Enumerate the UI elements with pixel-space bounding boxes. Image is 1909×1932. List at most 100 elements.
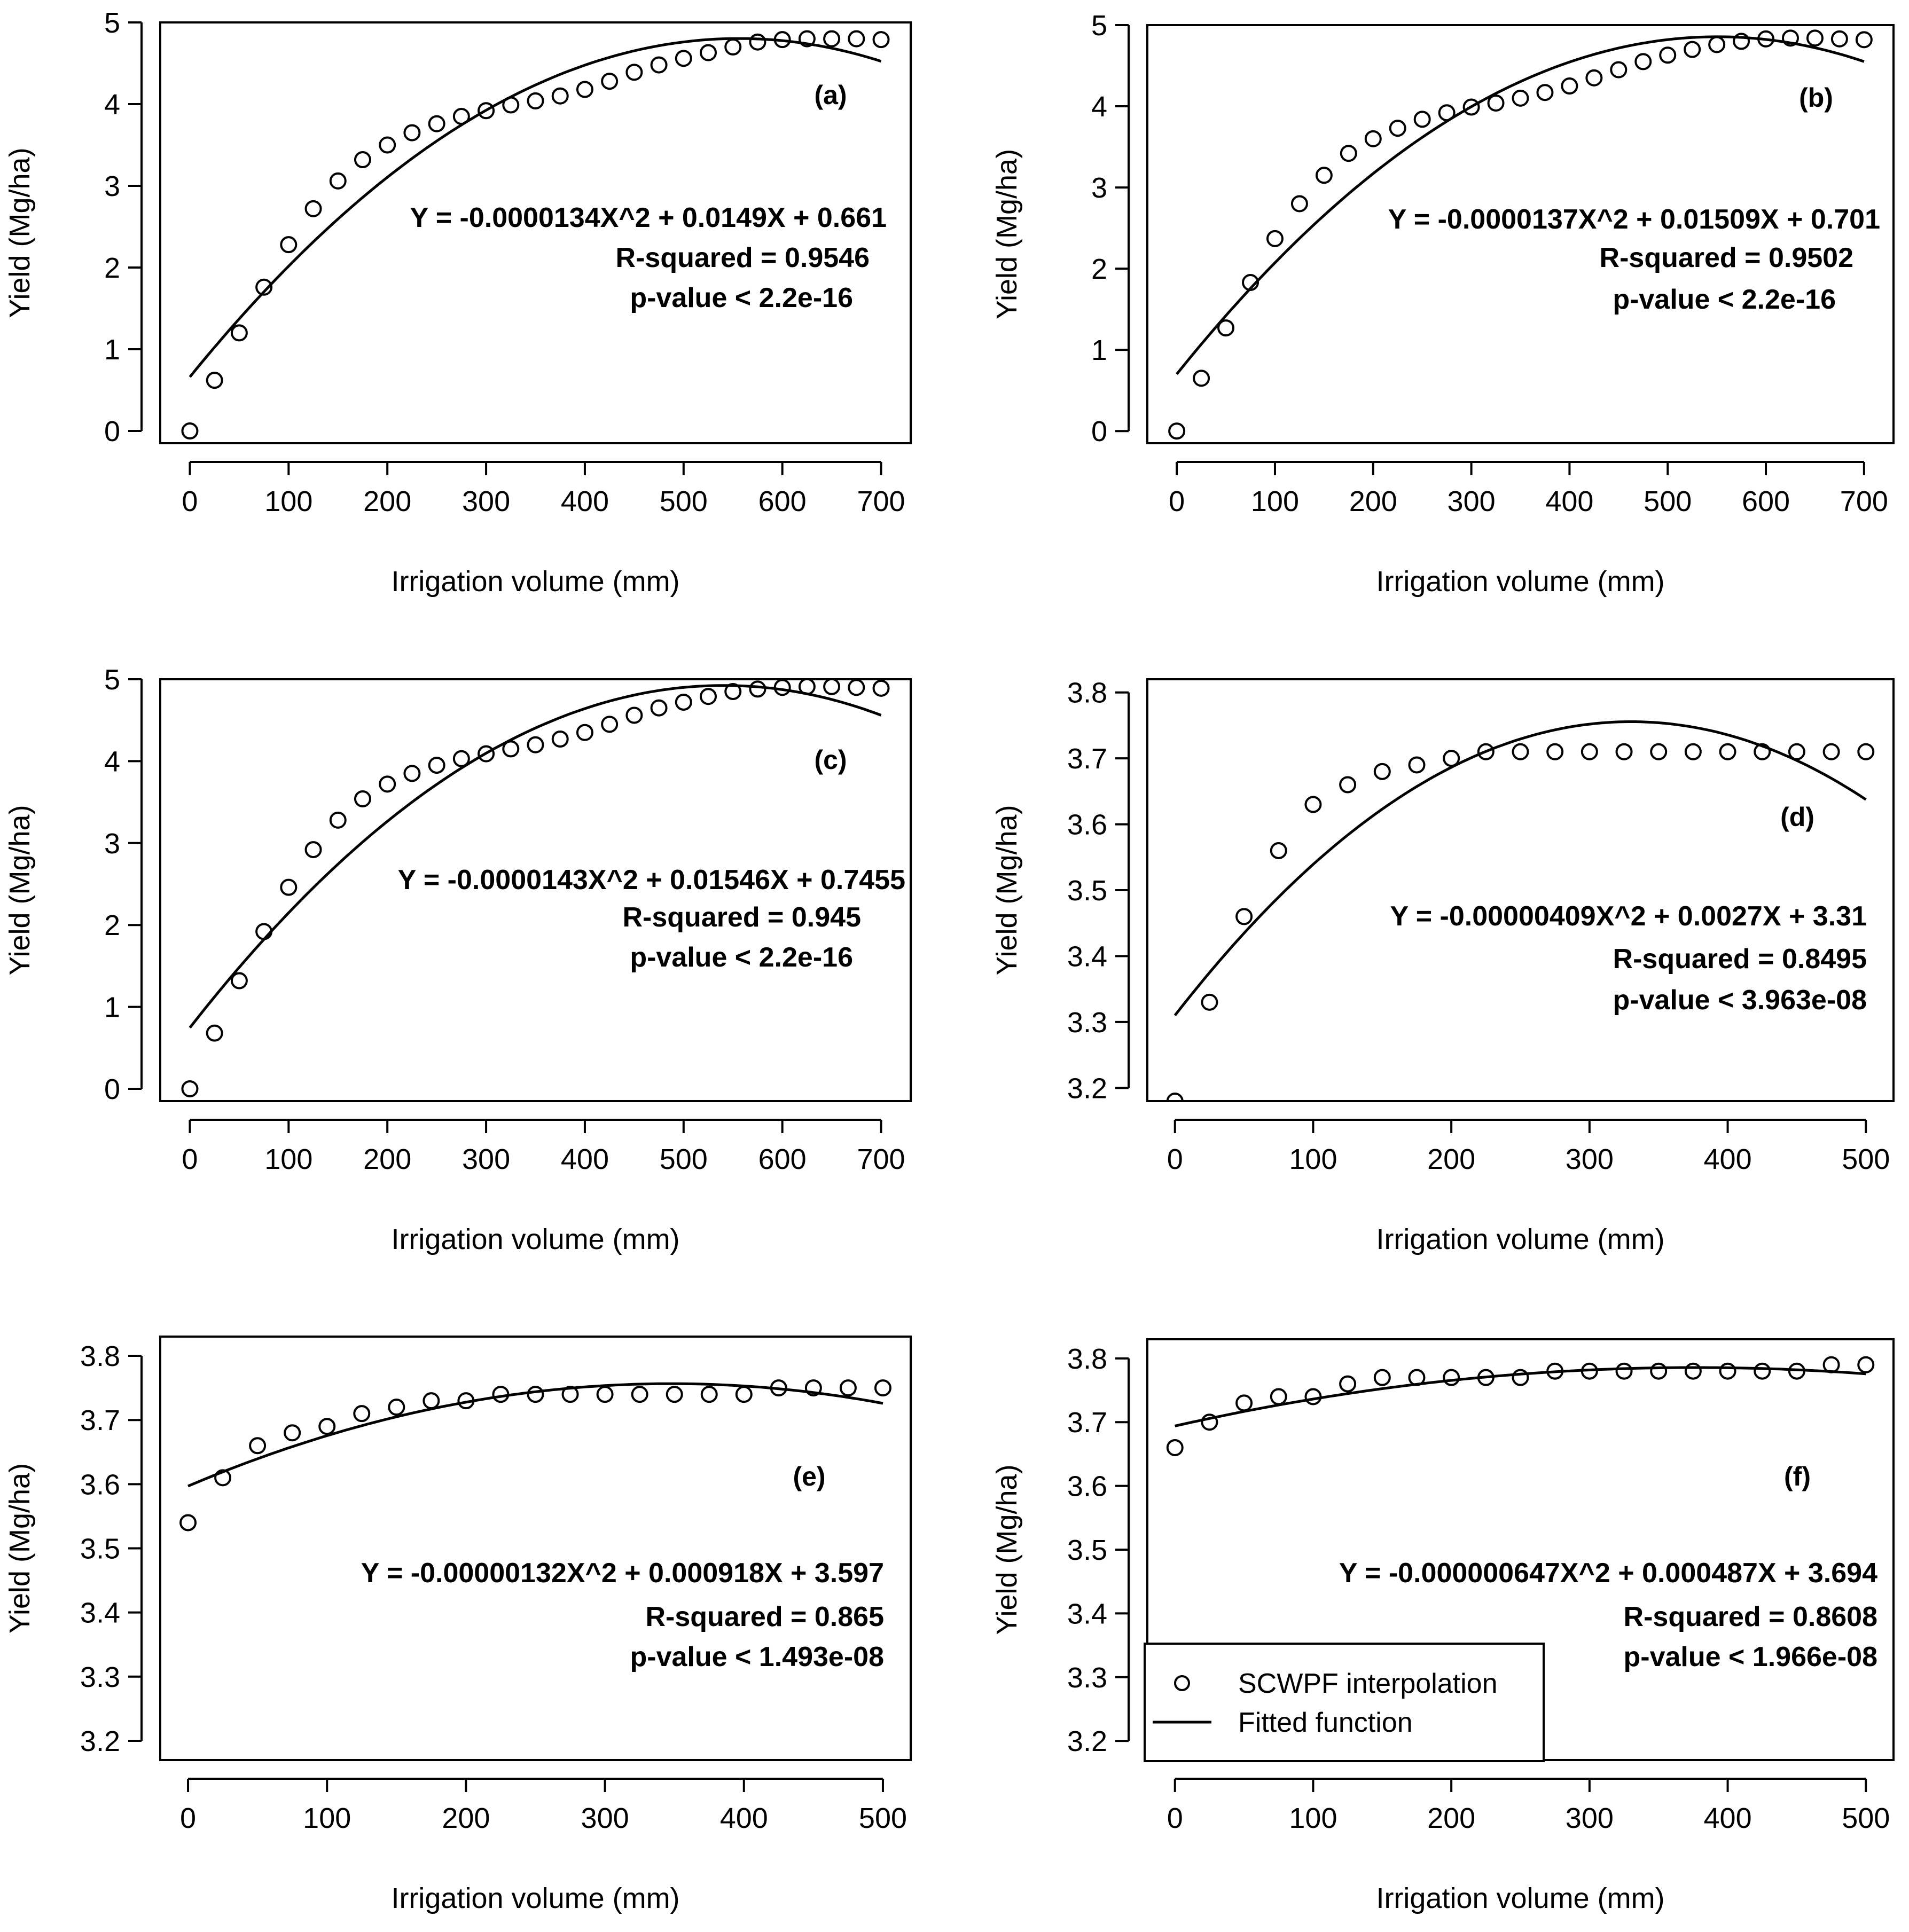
fitted-function-line	[1173, 720, 1867, 1017]
scwpf-point	[576, 81, 593, 98]
scwpf-point	[206, 372, 223, 389]
scwpf-point	[848, 30, 865, 48]
r-squared-text: R-squared = 0.9546	[616, 242, 870, 273]
scwpf-point	[749, 680, 766, 698]
scwpf-point	[1339, 1375, 1357, 1393]
scwpf-point	[1806, 29, 1824, 47]
scwpf-point	[1610, 61, 1628, 78]
y-tick-label: 3.3	[1067, 1007, 1107, 1039]
scwpf-point	[1340, 145, 1357, 162]
x-tick-label: 700	[857, 1143, 905, 1175]
y-tick-label: 3.5	[80, 1533, 120, 1565]
chart-panel-a: 0 100 200 300 400 500 600 700 Irrigation volume …	[4, 7, 912, 598]
scwpf-point	[1684, 743, 1702, 760]
scwpf-point	[749, 33, 766, 51]
x-tick-label: 600	[758, 1143, 807, 1175]
chart-panel-c: 0 100 200 300 400 500 600 700 Irrigation volume …	[4, 664, 912, 1255]
scwpf-point	[1788, 1362, 1805, 1380]
x-tick-label: 0	[1169, 485, 1185, 517]
scwpf-point	[650, 699, 668, 717]
x-tick-label: 0	[182, 1143, 198, 1175]
x-tick-label: 600	[1742, 485, 1790, 517]
x-tick-label: 500	[1644, 485, 1692, 517]
scwpf-point	[329, 172, 347, 190]
scwpf-point	[1217, 319, 1235, 337]
plot-frame	[1146, 678, 1895, 1102]
y-tick-label: 1	[1091, 334, 1107, 366]
scwpf-point	[823, 679, 841, 695]
scwpf-point	[1168, 422, 1186, 440]
scwpf-point	[823, 30, 841, 48]
p-value-text: p-value < 3.963e-08	[1613, 985, 1867, 1016]
scwpf-point	[280, 236, 298, 254]
y-tick-label: 3.7	[1067, 743, 1107, 775]
scwpf-point	[798, 679, 816, 695]
y-tick-label: 0	[104, 415, 120, 447]
x-tick-label: 0	[1167, 1143, 1183, 1175]
y-tick-label: 4	[104, 745, 120, 777]
scwpf-point	[354, 790, 371, 807]
y-tick-label: 3.8	[1067, 677, 1107, 709]
scwpf-point	[1290, 195, 1308, 213]
scwpf-point	[798, 30, 816, 48]
scwpf-point	[1235, 1394, 1253, 1412]
r-squared-text: R-squared = 0.9502	[1600, 242, 1853, 273]
scwpf-point	[1304, 796, 1322, 813]
scwpf-point	[1855, 31, 1873, 49]
fitted-function-line	[1175, 1366, 1866, 1427]
r-squared-text: R-squared = 0.865	[645, 1601, 884, 1632]
scwpf-point	[1822, 743, 1840, 760]
x-tick-label: 400	[561, 1143, 609, 1175]
y-tick-label: 3.7	[1067, 1407, 1107, 1439]
legend-box	[1144, 1643, 1545, 1762]
y-tick-label: 4	[104, 89, 120, 121]
equation-text: Y = -0.00000409X^2 + 0.0027X + 3.31	[1390, 901, 1867, 932]
scwpf-point	[770, 1379, 787, 1397]
scwpf-point	[561, 1386, 579, 1403]
scwpf-point	[1857, 743, 1875, 760]
y-tick-label: 3.6	[80, 1468, 120, 1501]
r-squared-text: R-squared = 0.8495	[1613, 944, 1867, 975]
scwpf-point	[423, 1392, 440, 1410]
x-axis-title: Irrigation volume (mm)	[391, 1223, 679, 1255]
x-tick-label: 100	[1289, 1143, 1337, 1175]
scwpf-point	[700, 1386, 718, 1403]
scwpf-point	[576, 724, 593, 741]
x-tick-label: 700	[857, 485, 905, 517]
x-tick-label: 500	[660, 1143, 708, 1175]
scwpf-point	[1659, 46, 1677, 64]
y-tick-label: 5	[1091, 10, 1107, 42]
scwpf-point	[1719, 1362, 1736, 1380]
scwpf-point	[675, 693, 692, 711]
y-tick-label: 3.7	[80, 1404, 120, 1436]
scwpf-point	[650, 56, 668, 74]
scwpf-point	[1781, 29, 1799, 47]
scwpf-point	[452, 750, 470, 767]
y-tick-label: 3	[1091, 172, 1107, 204]
scwpf-point	[1443, 1369, 1460, 1386]
y-tick-label: 1	[104, 334, 120, 366]
scwpf-point	[700, 688, 717, 705]
x-tick-label: 300	[462, 485, 510, 517]
y-tick-label: 3.5	[1067, 1534, 1107, 1566]
scwpf-point	[388, 1399, 405, 1416]
scwpf-point	[1270, 842, 1287, 859]
y-tick-label: 3.8	[80, 1340, 120, 1372]
scwpf-point	[492, 1386, 510, 1403]
r-squared-text: R-squared = 0.8608	[1624, 1601, 1877, 1632]
scwpf-point	[1857, 1356, 1875, 1373]
scwpf-point	[1684, 1362, 1702, 1380]
scwpf-point	[1235, 908, 1253, 925]
y-tick-label: 3.5	[1067, 875, 1107, 907]
scwpf-point	[478, 102, 495, 120]
x-tick-label: 500	[1842, 1143, 1890, 1175]
y-axis-title: Yield (Mg/ha)	[991, 805, 1023, 975]
plot-area	[181, 30, 890, 440]
scwpf-point	[1684, 41, 1701, 58]
scwpf-point	[1830, 30, 1848, 48]
scwpf-point	[1546, 743, 1564, 760]
panel-label: (a)	[814, 80, 847, 110]
scwpf-point	[848, 679, 865, 696]
x-tick-label: 200	[1349, 485, 1397, 517]
